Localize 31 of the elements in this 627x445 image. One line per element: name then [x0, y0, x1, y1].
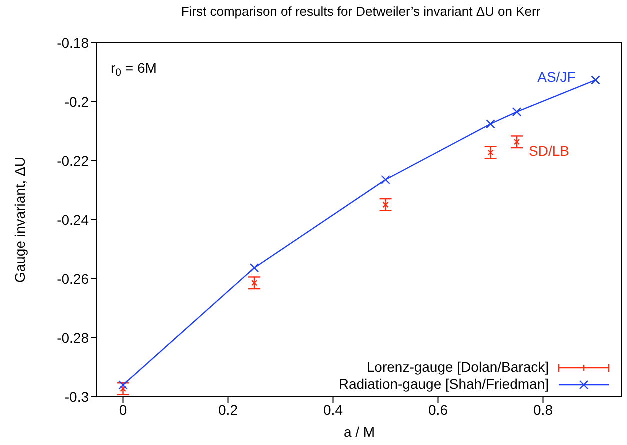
- point: [512, 107, 522, 117]
- y-tick-label: -0.18: [57, 34, 90, 51]
- point: [488, 150, 494, 156]
- y-tick-label: -0.3: [64, 388, 90, 405]
- point: [381, 175, 390, 184]
- legend-label: Radiation-gauge [Shah/Friedman]: [338, 376, 549, 393]
- point: [250, 263, 260, 273]
- y-tick-label: -0.28: [57, 330, 90, 346]
- x-tick-label: 0.4: [324, 402, 344, 418]
- x-axis-title: a / M: [344, 424, 376, 440]
- x-tick-label: 0.8: [534, 402, 554, 418]
- annotation: r$_{0}$ = 6M: [111, 60, 157, 80]
- point: [118, 380, 128, 390]
- y-axis-title: Gauge invariant, ΔU: [12, 156, 28, 284]
- chart-title: First comparison of results for Detweiler’s invariant ΔU on Kerr: [180, 4, 542, 19]
- annotation: SD/LB: [529, 143, 570, 160]
- legend-label: Lorenz-gauge [Dolan/Barack]: [366, 359, 549, 376]
- y-tick-label: -0.26: [57, 270, 90, 287]
- y-tick-label: -0.22: [57, 152, 90, 169]
- x-tick-label: 0.2: [218, 402, 238, 418]
- y-tick-label: -0.2: [64, 94, 90, 110]
- annotation: AS/JF: [538, 69, 576, 86]
- point: [486, 120, 496, 129]
- x-tick-label: 0: [119, 402, 128, 418]
- point: [591, 76, 600, 85]
- point: [120, 386, 126, 392]
- point: [514, 139, 520, 146]
- point: [382, 202, 389, 208]
- x-tick-label: 0.6: [428, 402, 448, 418]
- point: [251, 280, 258, 286]
- y-tick-label: -0.24: [57, 212, 90, 228]
